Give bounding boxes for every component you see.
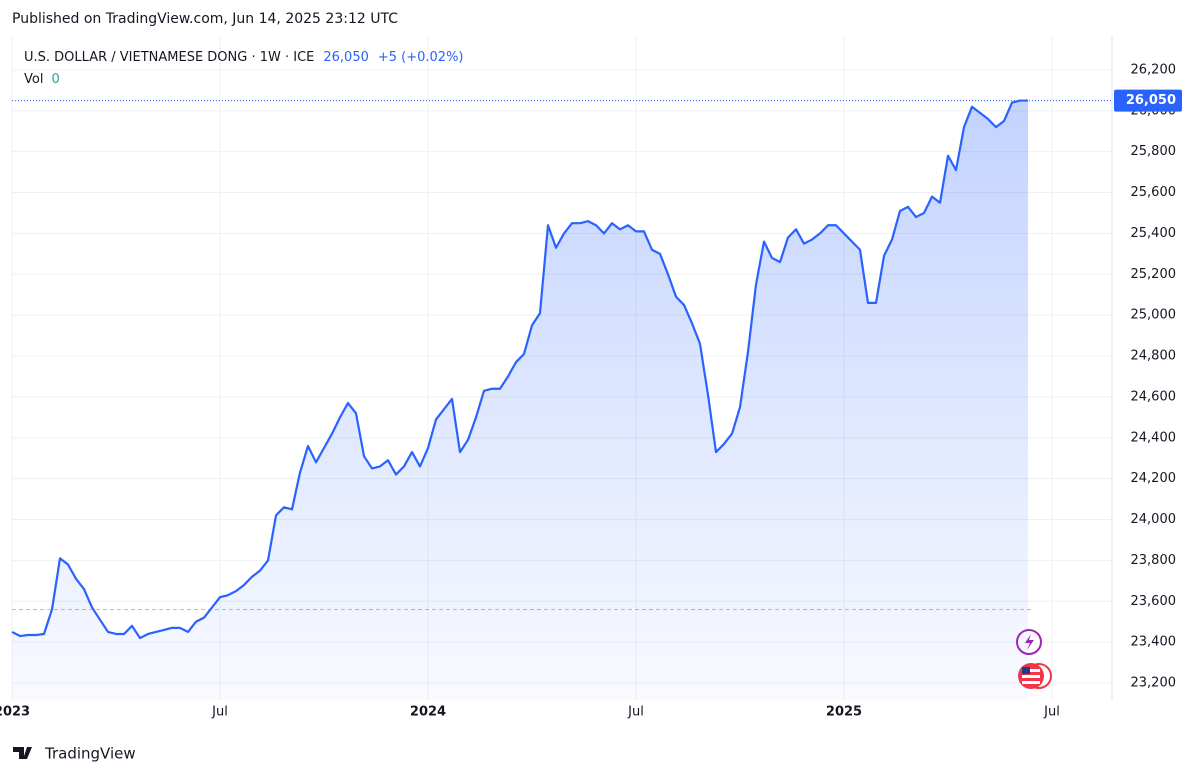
y-tick-label: 23,800 — [1131, 553, 1177, 568]
volume-line: Vol 0 — [24, 72, 60, 87]
x-tick-label: 2025 — [826, 705, 862, 720]
y-tick-label: 24,600 — [1131, 389, 1177, 404]
y-tick-label: 23,600 — [1131, 594, 1177, 609]
y-tick-label: 24,800 — [1131, 349, 1177, 364]
x-tick-label: Jul — [211, 705, 228, 720]
volume-label: Vol — [24, 72, 43, 87]
symbol-line: U.S. DOLLAR / VIETNAMESE DONG · 1W · ICE… — [24, 50, 464, 65]
y-tick-label: 24,000 — [1131, 512, 1177, 527]
grid — [11, 36, 1112, 700]
last-price-label: 26,050 — [1126, 93, 1176, 108]
price: 26,050 — [323, 50, 369, 65]
brand: TradingView — [44, 745, 136, 763]
x-tick-label: 2023 — [0, 705, 30, 720]
x-tick-label: 2024 — [410, 705, 446, 720]
published-note: Published on TradingView.com, Jun 14, 20… — [12, 11, 398, 27]
change: +5 (+0.02%) — [378, 50, 464, 65]
y-tick-label: 25,400 — [1131, 226, 1177, 241]
last-price-box — [1114, 89, 1182, 112]
y-tick-label: 24,400 — [1131, 430, 1177, 445]
footer-logo: TradingView — [13, 745, 136, 763]
y-tick-label: 25,200 — [1131, 267, 1177, 282]
area-fill — [12, 100, 1028, 700]
y-tick-label: 23,400 — [1131, 635, 1177, 650]
volume-value: 0 — [51, 72, 59, 87]
y-tick-label: 25,800 — [1131, 144, 1177, 159]
x-tick-label: Jul — [1043, 705, 1060, 720]
y-tick-label: 25,600 — [1131, 185, 1177, 200]
price-line — [11, 99, 1028, 640]
symbol: U.S. DOLLAR / VIETNAMESE DONG · 1W · ICE — [24, 50, 314, 65]
y-tick-label: 26,200 — [1131, 62, 1177, 77]
y-tick-label: 24,200 — [1131, 471, 1177, 486]
x-tick-label: Jul — [627, 705, 644, 720]
y-tick-label: 23,200 — [1131, 676, 1177, 691]
y-tick-label: 25,000 — [1131, 308, 1177, 323]
